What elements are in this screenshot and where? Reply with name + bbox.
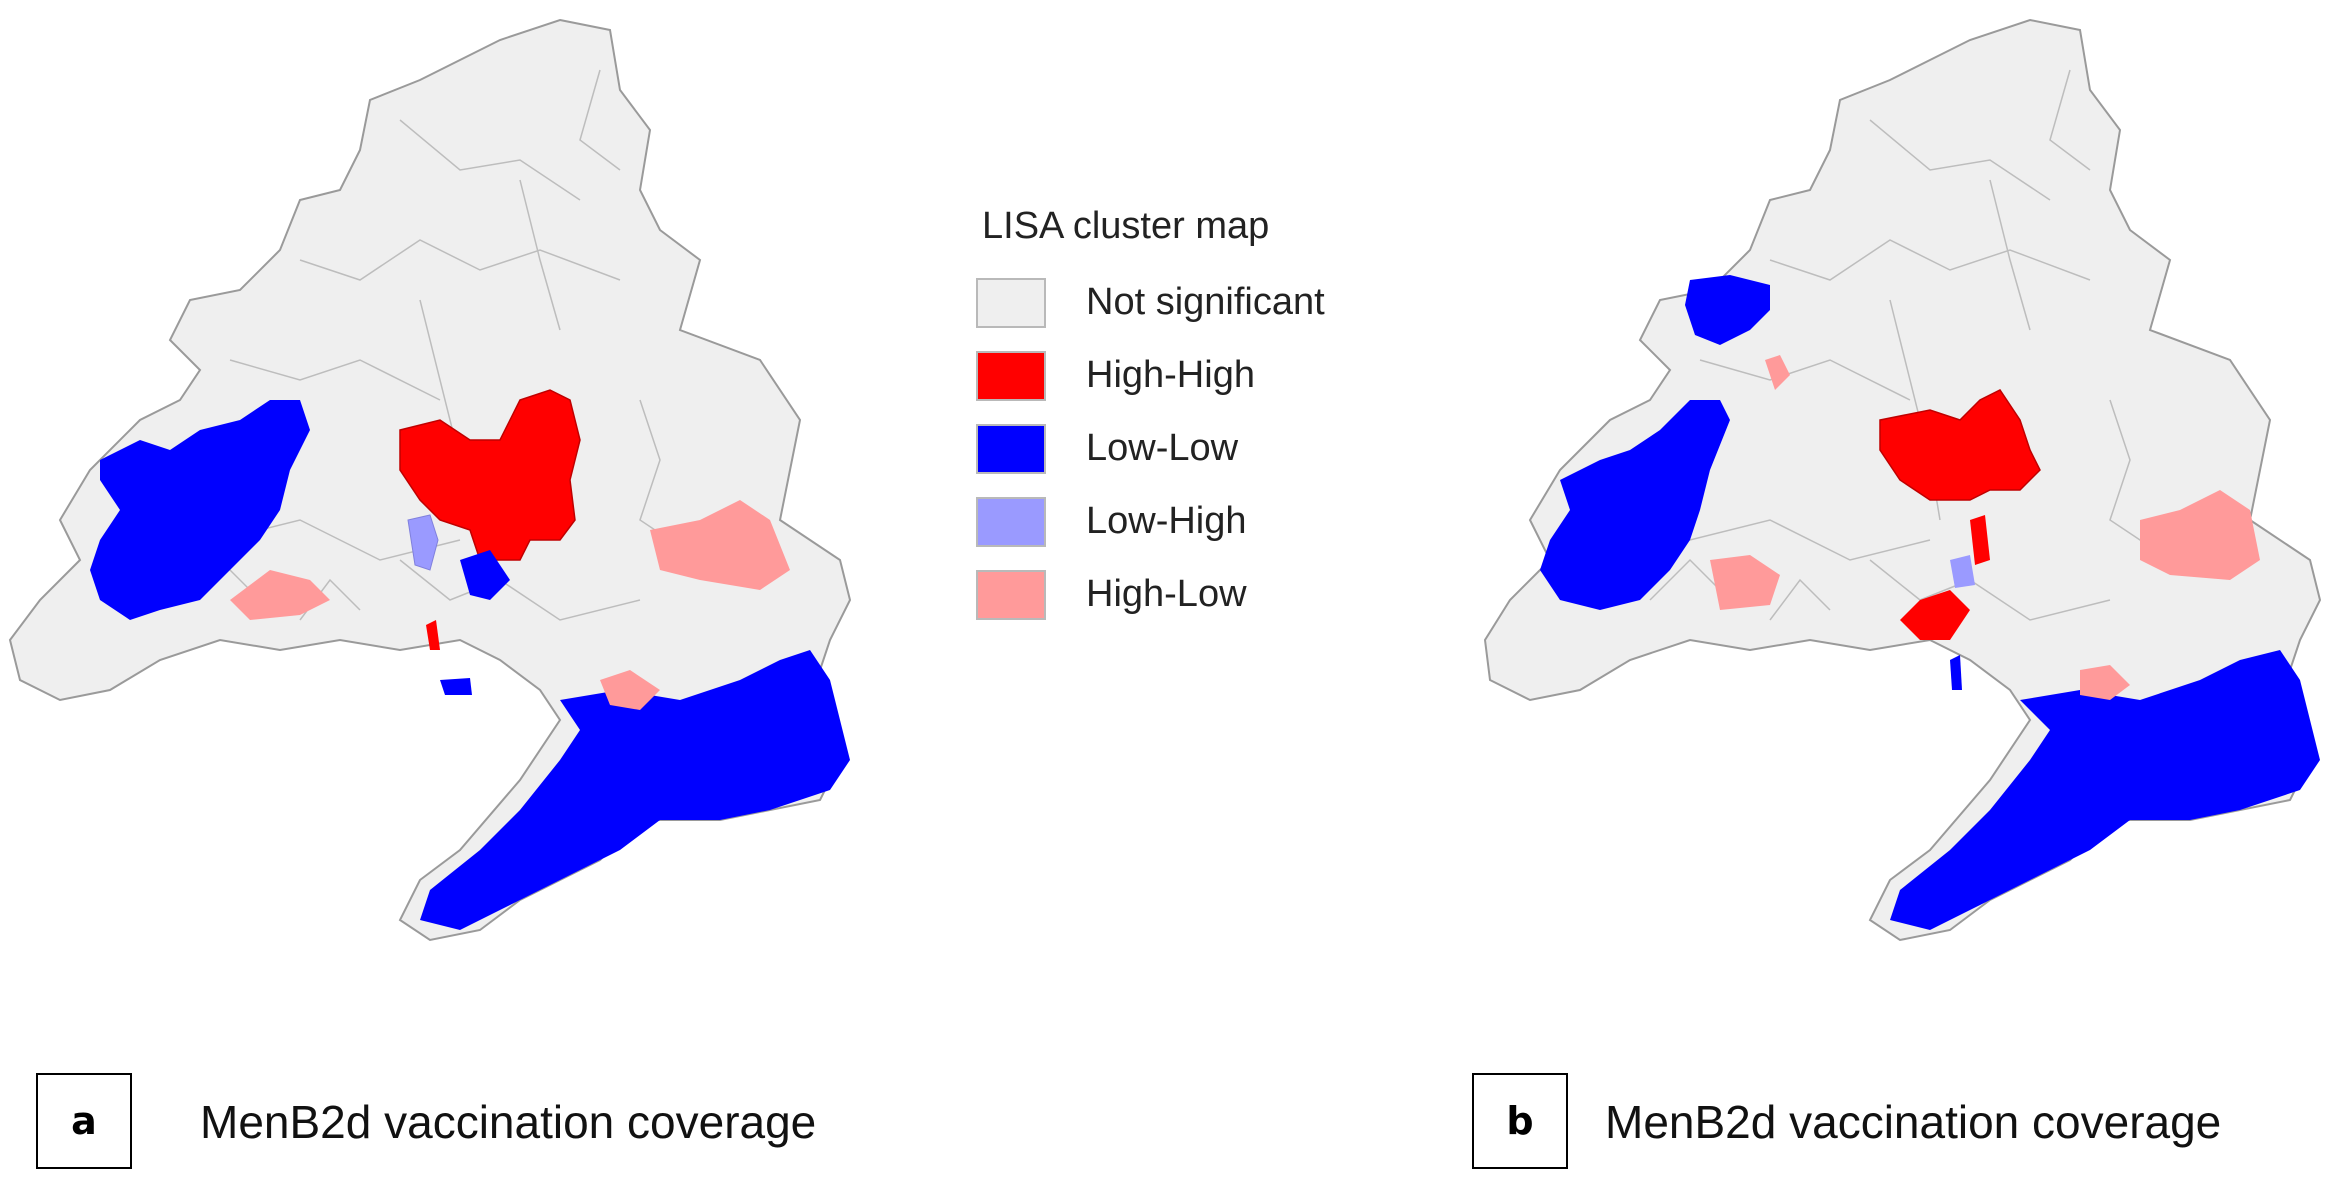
legend-item-low-low: Low-Low xyxy=(976,412,1396,485)
cluster-high-high-small xyxy=(1900,590,1970,640)
legend-label: High-High xyxy=(1086,354,1255,396)
legend: LISA cluster map Not significant High-Hi… xyxy=(976,205,1396,631)
panel-a-letter: a xyxy=(36,1073,132,1169)
cluster-high-low-west xyxy=(1710,555,1780,610)
legend-item-high-low: High-Low xyxy=(976,558,1396,631)
legend-label: Not significant xyxy=(1086,281,1325,323)
cluster-low-high xyxy=(1950,555,1975,588)
cluster-high-high-small2 xyxy=(1970,515,1990,565)
cluster-low-low-north xyxy=(1685,275,1770,345)
cluster-high-high xyxy=(1879,389,2041,501)
panel-a-title: MenB2d vaccination coverage xyxy=(200,1096,817,1148)
panel-b-letter: b xyxy=(1472,1073,1568,1169)
map-panel-a xyxy=(8,18,852,942)
legend-item-high-high: High-High xyxy=(976,339,1396,412)
cluster-low-low-southeast xyxy=(420,650,850,930)
cluster-high-low-south xyxy=(600,670,660,710)
cluster-low-low-small2 xyxy=(440,678,472,695)
legend-swatch xyxy=(976,569,1046,620)
cluster-low-low-west xyxy=(90,400,310,620)
cluster-high-low-east xyxy=(650,500,790,590)
cluster-high-high-small xyxy=(426,620,440,650)
cluster-high-high xyxy=(399,389,581,561)
legend-title: LISA cluster map xyxy=(982,205,1270,247)
cluster-high-low-west xyxy=(230,570,330,620)
legend-label: Low-High xyxy=(1086,500,1247,542)
cluster-low-low-small xyxy=(460,550,510,600)
legend-item-not-significant: Not significant xyxy=(976,266,1396,339)
legend-swatch xyxy=(976,423,1046,474)
panel-b-title: MenB2d vaccination coverage xyxy=(1605,1096,2222,1148)
cluster-low-low-southeast xyxy=(1890,650,2320,930)
cluster-low-high xyxy=(407,514,439,571)
legend-swatch xyxy=(976,350,1046,401)
legend-swatch xyxy=(976,496,1046,547)
legend-swatch xyxy=(976,277,1046,328)
legend-label: High-Low xyxy=(1086,573,1247,615)
cluster-low-low-small xyxy=(1950,655,1962,690)
legend-label: Low-Low xyxy=(1086,427,1239,469)
cluster-high-low-north xyxy=(1765,355,1790,390)
map-panel-b xyxy=(1483,18,2322,942)
cluster-high-low-east xyxy=(2140,490,2260,580)
legend-item-low-high: Low-High xyxy=(976,485,1396,558)
cluster-high-low-south xyxy=(2080,665,2130,700)
cluster-low-low-west xyxy=(1540,400,1730,610)
